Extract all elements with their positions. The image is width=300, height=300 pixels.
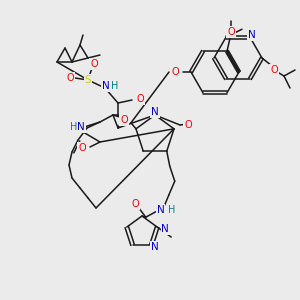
- Text: N: N: [161, 224, 169, 234]
- Text: O: O: [227, 27, 235, 37]
- Text: N: N: [248, 30, 256, 40]
- Text: O: O: [78, 143, 86, 153]
- Text: H: H: [111, 81, 119, 91]
- Text: O: O: [66, 73, 74, 83]
- Text: H: H: [168, 205, 176, 215]
- Text: O: O: [90, 59, 98, 69]
- Text: O: O: [184, 120, 192, 130]
- Text: N: N: [102, 81, 110, 91]
- Text: O: O: [136, 94, 144, 104]
- Text: N: N: [151, 242, 158, 252]
- Text: S: S: [85, 75, 91, 85]
- Text: N: N: [151, 107, 159, 117]
- Text: N: N: [157, 205, 165, 215]
- Text: O: O: [171, 67, 179, 77]
- Text: O: O: [120, 115, 128, 125]
- Text: O: O: [132, 199, 140, 209]
- Text: N: N: [77, 122, 85, 132]
- Text: O: O: [270, 65, 278, 75]
- Text: H: H: [70, 122, 78, 132]
